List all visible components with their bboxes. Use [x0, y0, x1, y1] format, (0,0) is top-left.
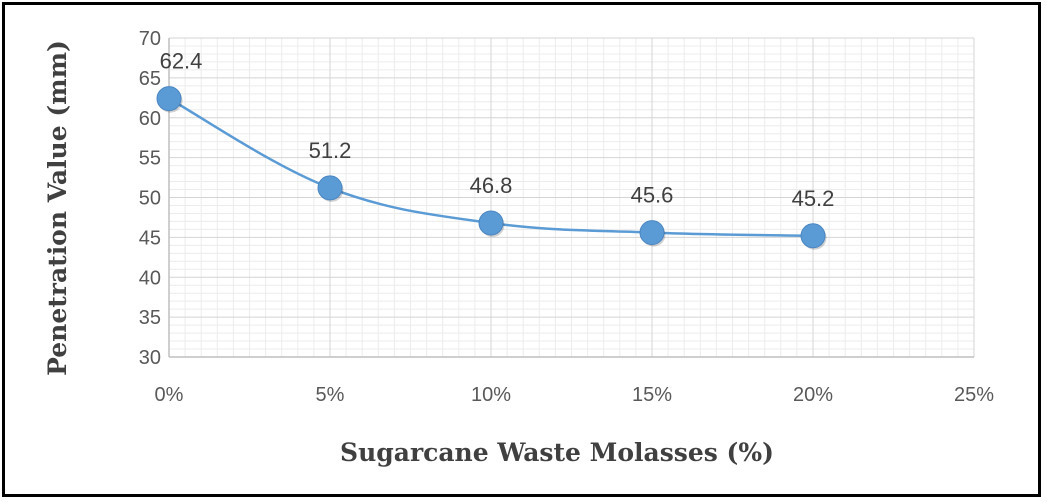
x-tick-labels: 0% 5% 10% 15% 20% 25%: [155, 384, 995, 406]
x-tick-label: 20%: [793, 384, 833, 406]
data-points: [156, 86, 827, 250]
data-point: [317, 175, 343, 201]
y-tick-label: 55: [139, 148, 161, 170]
data-label: 45.6: [631, 183, 674, 208]
y-tick-label: 45: [139, 227, 161, 249]
y-tick-labels: 30 35 40 45 50 55 60 65 70: [139, 28, 161, 369]
x-axis-title: Sugarcane Waste Molasses (%): [340, 438, 774, 467]
y-tick-label: 70: [139, 28, 161, 50]
y-tick-label: 50: [139, 188, 161, 210]
x-tick-label: 0%: [155, 384, 184, 406]
data-label: 51.2: [309, 138, 352, 163]
gridlines: [168, 37, 975, 358]
data-label: 45.2: [792, 186, 835, 211]
y-tick-label: 40: [139, 267, 161, 289]
data-point: [639, 220, 665, 246]
data-label: 62.4: [160, 49, 203, 74]
data-point: [156, 86, 182, 112]
y-axis-title: Penetration Value (mm): [43, 40, 72, 376]
data-point: [800, 223, 826, 249]
x-tick-label: 5%: [316, 384, 345, 406]
data-label: 46.8: [470, 173, 513, 198]
x-tick-label: 25%: [954, 384, 994, 406]
y-tick-label: 65: [139, 68, 161, 90]
data-point: [478, 210, 504, 236]
chart-frame: [2, 2, 1041, 497]
x-tick-label: 15%: [632, 384, 672, 406]
data-labels: 62.4 51.2 46.8 45.6 45.2: [160, 49, 835, 211]
y-tick-label: 60: [139, 108, 161, 130]
y-tick-label: 35: [139, 307, 161, 329]
x-tick-label: 10%: [471, 384, 511, 406]
y-tick-label: 30: [139, 347, 161, 369]
